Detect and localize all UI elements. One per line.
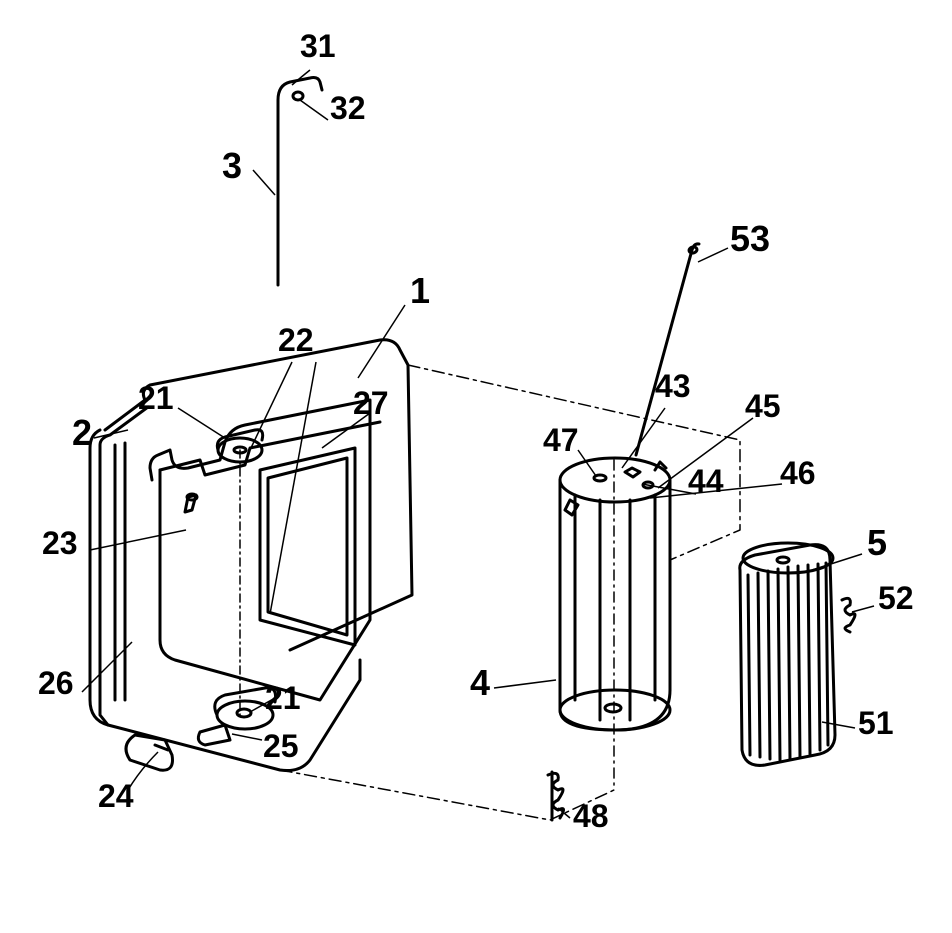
label-27: 27 xyxy=(353,385,389,422)
label-31: 31 xyxy=(300,28,336,65)
technical-drawing-container: 31 32 3 53 1 22 43 21 27 45 2 47 46 44 2… xyxy=(0,0,952,933)
label-24: 24 xyxy=(98,778,134,815)
label-52: 52 xyxy=(878,580,914,617)
label-45: 45 xyxy=(745,388,781,425)
label-53: 53 xyxy=(730,218,770,260)
part-3-rod xyxy=(278,78,322,286)
label-44: 44 xyxy=(688,463,724,500)
label-47: 47 xyxy=(543,422,579,459)
label-25: 25 xyxy=(263,728,299,765)
part-52-spring xyxy=(842,598,855,632)
label-3: 3 xyxy=(222,145,242,187)
part-5-cover xyxy=(740,543,835,765)
part-24-foot xyxy=(126,735,173,770)
part-53-rod xyxy=(636,244,699,455)
leader-lines xyxy=(82,70,874,818)
part-44 xyxy=(625,468,640,477)
label-5: 5 xyxy=(867,522,887,564)
part-25-tab xyxy=(198,725,230,745)
label-22: 22 xyxy=(278,322,314,359)
part-4-cylinder xyxy=(560,458,670,730)
label-43: 43 xyxy=(655,368,691,405)
part-2-frame-outer xyxy=(90,430,360,771)
label-23: 23 xyxy=(42,525,78,562)
label-48: 48 xyxy=(573,798,609,835)
label-46: 46 xyxy=(780,455,816,492)
part-48-spring xyxy=(548,772,564,820)
label-21: 21 xyxy=(138,380,174,417)
part-32-loop xyxy=(293,92,303,100)
label-21b: 21 xyxy=(265,680,301,717)
label-4: 4 xyxy=(470,662,490,704)
label-2: 2 xyxy=(72,412,92,454)
label-51: 51 xyxy=(858,705,894,742)
label-26: 26 xyxy=(38,665,74,702)
label-1: 1 xyxy=(410,270,430,312)
label-32: 32 xyxy=(330,90,366,127)
